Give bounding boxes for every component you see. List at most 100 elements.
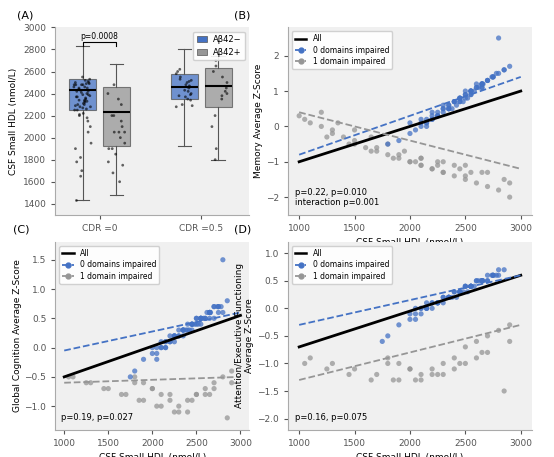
Point (185, 326, 194, 334)
Point (148, 385, 157, 392)
Point (455, 95, 464, 102)
Point (203, 309, 212, 316)
Point (372, 371, 381, 378)
Point (450, 288, 459, 296)
Point (450, 98, 459, 105)
Point (201, 391, 209, 398)
Point (104, 90, 112, 97)
Point (406, 119, 414, 127)
Point (152, 350, 161, 357)
Point (439, 371, 448, 378)
Point (383, 140, 392, 148)
Point (328, 130, 337, 137)
Text: (A): (A) (17, 10, 33, 20)
PathPatch shape (171, 74, 198, 99)
Point (428, 116, 437, 123)
Point (84, 128, 93, 136)
Point (205, 309, 214, 316)
Legend: All, 0 domains impaired, 1 domain impaired: All, 0 domains impaired, 1 domain impair… (292, 31, 392, 69)
Point (470, 282, 479, 290)
Point (466, 91, 475, 98)
Point (406, 316, 414, 323)
Point (139, 356, 148, 363)
Point (166, 397, 175, 404)
Point (461, 282, 470, 290)
Point (345, 140, 353, 148)
Point (422, 119, 431, 127)
Point (78, 104, 87, 112)
Y-axis label: CSF Small HDL (nmol/L): CSF Small HDL (nmol/L) (9, 68, 18, 175)
Point (455, 288, 464, 296)
Point (433, 299, 442, 307)
Point (71, 79, 80, 86)
Point (489, 271, 497, 279)
Text: p=0.0008: p=0.0008 (80, 32, 119, 41)
Point (406, 130, 414, 137)
Point (223, 414, 232, 421)
Point (439, 109, 448, 116)
Point (466, 282, 475, 290)
Point (450, 98, 459, 105)
Point (489, 73, 497, 80)
Point (472, 277, 481, 284)
Point (394, 151, 403, 158)
Point (411, 316, 420, 323)
Point (81, 77, 90, 84)
Point (227, 379, 236, 386)
Text: p=0.19, p=0.027: p=0.19, p=0.027 (61, 413, 134, 422)
Point (361, 144, 370, 151)
Point (428, 116, 437, 123)
Point (439, 169, 448, 176)
Point (492, 70, 501, 77)
Point (157, 338, 166, 345)
Point (194, 320, 203, 328)
Point (182, 81, 191, 88)
Point (85, 75, 94, 83)
Point (179, 326, 188, 334)
Point (76, 154, 85, 161)
Point (79, 81, 88, 88)
Point (466, 87, 475, 95)
Point (104, 145, 113, 152)
Point (339, 133, 348, 141)
Point (183, 409, 192, 416)
Point (439, 158, 448, 165)
Point (218, 74, 227, 81)
Point (466, 87, 475, 95)
Point (439, 105, 448, 112)
Point (175, 326, 183, 334)
Point (190, 320, 199, 328)
Point (72, 197, 81, 204)
Point (411, 376, 420, 383)
Point (406, 365, 414, 372)
Point (79, 100, 88, 107)
Point (78, 167, 86, 175)
Point (183, 320, 192, 328)
Point (450, 172, 459, 180)
Point (170, 332, 179, 340)
Point (196, 315, 205, 322)
PathPatch shape (69, 79, 96, 110)
Point (121, 391, 130, 398)
Point (345, 371, 353, 378)
Point (214, 303, 223, 310)
Point (116, 134, 125, 141)
Point (383, 151, 392, 158)
Point (108, 145, 117, 152)
Point (201, 385, 209, 392)
Point (478, 277, 486, 284)
Point (422, 305, 431, 312)
Point (494, 266, 503, 273)
Point (80, 101, 89, 108)
Point (104, 385, 112, 392)
Point (428, 165, 437, 172)
Point (212, 62, 220, 69)
Point (80, 98, 89, 105)
Point (367, 148, 376, 155)
Point (184, 88, 193, 95)
Point (75, 96, 84, 104)
Point (184, 78, 193, 85)
Point (389, 154, 398, 162)
Point (322, 133, 331, 141)
Point (478, 80, 486, 88)
